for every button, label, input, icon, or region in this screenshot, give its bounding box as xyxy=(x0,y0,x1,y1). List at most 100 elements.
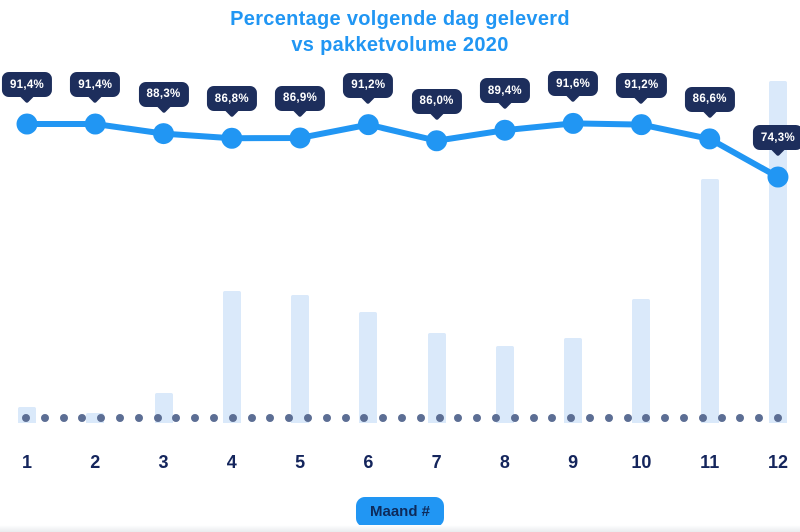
x-axis-label-month-5: 5 xyxy=(295,452,306,472)
baseline-dot xyxy=(134,414,143,422)
baseline-dot xyxy=(379,414,388,422)
data-point-marker-month-10 xyxy=(630,114,652,136)
callout-value-text: 88,3% xyxy=(146,88,181,101)
volume-bar-month-2 xyxy=(86,413,105,423)
baseline-dot xyxy=(210,414,218,422)
baseline-dot xyxy=(680,414,688,422)
callout-value-text: 91,6% xyxy=(556,77,591,90)
callout-value-text: 91,2% xyxy=(351,79,386,92)
baseline-dot xyxy=(604,414,613,422)
data-point-marker-month-3 xyxy=(153,123,175,145)
volume-bar-month-7 xyxy=(427,333,446,423)
data-point-marker-month-7 xyxy=(426,130,448,152)
x-axis-label-month-4: 4 xyxy=(226,452,237,472)
callout-value-text: 86,8% xyxy=(214,92,249,105)
baseline-dot xyxy=(116,414,124,422)
baseline-dot xyxy=(78,414,87,422)
volume-bar-month-10 xyxy=(632,298,651,423)
data-point-marker-month-8 xyxy=(494,119,516,141)
baseline-dot xyxy=(416,414,425,422)
x-axis-title-badge: Maand # xyxy=(355,497,445,527)
baseline-dot xyxy=(473,414,482,422)
x-axis-label-month-1: 1 xyxy=(21,452,33,472)
callout-value-text: 91,2% xyxy=(624,79,659,92)
data-point-marker-month-9 xyxy=(562,112,584,134)
volume-bar-month-8 xyxy=(495,346,514,423)
baseline-dot xyxy=(567,414,576,422)
baseline-dot xyxy=(435,414,444,422)
baseline-dot xyxy=(642,414,651,422)
baseline-dot xyxy=(454,414,463,422)
page-bottom-edge xyxy=(0,525,800,532)
data-point-marker-month-6 xyxy=(357,114,379,136)
baseline-dot xyxy=(191,414,200,422)
baseline-dot xyxy=(360,414,369,422)
baseline-dot xyxy=(398,414,406,422)
value-callout-month-5: 86,9% xyxy=(275,85,326,118)
x-axis-label-month-11: 11 xyxy=(700,452,720,472)
baseline-dot xyxy=(59,414,68,422)
chart-title-line-1: Percentage volgende dag geleverd xyxy=(230,8,570,30)
baseline-dot xyxy=(247,414,256,422)
x-axis-label-month-10: 10 xyxy=(631,452,652,472)
baseline-dot xyxy=(22,414,30,422)
volume-bar-month-11 xyxy=(700,179,719,423)
value-callout-month-9: 91,6% xyxy=(548,71,599,103)
callout-value-text: 86,6% xyxy=(692,93,727,106)
callout-value-text: 86,0% xyxy=(419,95,454,108)
baseline-dot xyxy=(661,414,670,422)
baseline-dot xyxy=(586,414,594,422)
x-axis-label-month-6: 6 xyxy=(363,452,374,472)
callout-value-text: 91,4% xyxy=(9,78,45,91)
value-callout-month-8: 89,4% xyxy=(479,78,530,110)
x-axis-label-month-2: 2 xyxy=(90,452,101,472)
baseline-dot xyxy=(529,414,538,422)
baseline-dot xyxy=(510,414,519,422)
value-callout-month-7: 86,0% xyxy=(411,88,462,121)
volume-bar-month-9 xyxy=(564,337,583,423)
volume-bar-month-4 xyxy=(222,290,241,423)
volume-bar-month-12 xyxy=(768,81,787,423)
value-callout-month-11: 86,6% xyxy=(684,86,735,119)
value-callout-month-6: 91,2% xyxy=(343,72,394,105)
baseline-dot xyxy=(304,414,312,422)
baseline-dot xyxy=(266,414,275,422)
x-axis-label-month-12: 12 xyxy=(767,452,788,472)
callout-value-text: 89,4% xyxy=(487,84,522,97)
value-callout-month-2: 91,4% xyxy=(70,72,121,104)
baseline-dot xyxy=(717,414,726,422)
baseline-dot xyxy=(341,414,350,422)
baseline-dot xyxy=(755,414,764,422)
chart-title-line-2: vs pakketvolume 2020 xyxy=(291,34,509,56)
chart-title: Percentage volgende dag geleverd vs pakk… xyxy=(0,6,800,58)
baseline-dot xyxy=(492,414,500,422)
value-callout-month-10: 91,2% xyxy=(616,72,667,105)
trend-line-path xyxy=(24,120,781,181)
baseline-dot xyxy=(736,414,745,422)
value-callout-month-4: 86,8% xyxy=(206,86,257,118)
baseline-dot xyxy=(322,414,331,422)
callout-value-text: 86,9% xyxy=(283,92,318,105)
baseline-dot xyxy=(548,414,557,422)
x-axis-label-month-7: 7 xyxy=(431,452,442,472)
callout-value-text: 74,3% xyxy=(760,131,796,144)
callout-value-text: 91,4% xyxy=(78,78,113,91)
value-callout-month-1: 91,4% xyxy=(1,72,53,104)
x-axis-label-month-8: 8 xyxy=(499,452,510,472)
volume-bar-month-5 xyxy=(291,295,310,423)
value-callout-month-3: 88,3% xyxy=(138,81,189,114)
baseline-dot xyxy=(774,414,782,422)
baseline-dot xyxy=(153,414,162,422)
value-callout-month-12: 74,3% xyxy=(752,125,800,157)
baseline-dot xyxy=(698,414,707,422)
baseline-dot xyxy=(623,414,632,422)
data-point-marker-month-4 xyxy=(221,127,243,149)
data-point-marker-month-11 xyxy=(699,128,721,150)
baseline-dot xyxy=(40,414,49,422)
data-point-marker-month-1 xyxy=(16,113,38,135)
data-point-marker-month-2 xyxy=(84,113,106,135)
baseline-dot xyxy=(285,414,294,422)
x-axis-label-month-3: 3 xyxy=(158,452,169,472)
